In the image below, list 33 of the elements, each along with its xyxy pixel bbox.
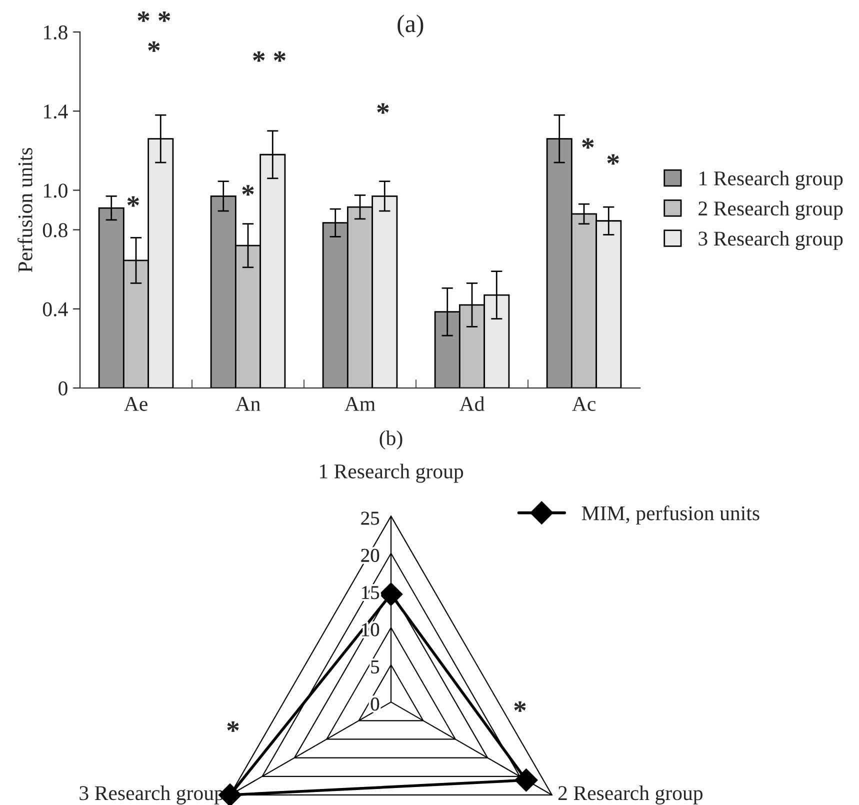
x-tick-label: Ae (124, 397, 148, 411)
y-tick-label: 0 (370, 698, 380, 711)
annotation: * (377, 103, 389, 114)
legend-label: 1 Research group (700, 170, 843, 190)
y-tick-label: 25 (361, 512, 380, 525)
annotation: * (148, 41, 160, 52)
annotation: * (582, 138, 594, 149)
x-tick-label: Am (344, 397, 376, 411)
y-tick-label: 1.0 (44, 184, 68, 198)
text: * (227, 721, 239, 732)
text: * (514, 701, 526, 712)
y-tick-label: 0.4 (42, 302, 68, 316)
spoke-label: 2 Research group (558, 786, 703, 804)
chart-title: (a) (398, 14, 424, 38)
legend-label: 3 Research group (698, 231, 843, 250)
y-tick-label: 0 (58, 381, 68, 396)
x-tick-label: Ac (572, 397, 596, 411)
annotation: * (607, 154, 619, 165)
y-axis-title: Perfusion units (17, 148, 32, 272)
y-tick-label: 1.8 (44, 25, 68, 40)
y-tick-label: 0.8 (42, 223, 68, 238)
legend-label: MIM, perfusion units (582, 505, 760, 525)
legend-label: 2 Research group (698, 200, 843, 220)
chart-title: (b) (380, 430, 402, 450)
annotation: * (127, 196, 139, 207)
x-tick-label: Ad (459, 396, 484, 411)
x-tick-label: An (235, 397, 260, 411)
y-tick-label: 1.4 (44, 104, 68, 119)
spoke-label: 1 Research group (320, 464, 464, 483)
y-tick-label: 5 (371, 660, 380, 674)
annotation: * (242, 185, 254, 196)
annotation: * * (253, 51, 286, 62)
text: * * (138, 11, 170, 22)
